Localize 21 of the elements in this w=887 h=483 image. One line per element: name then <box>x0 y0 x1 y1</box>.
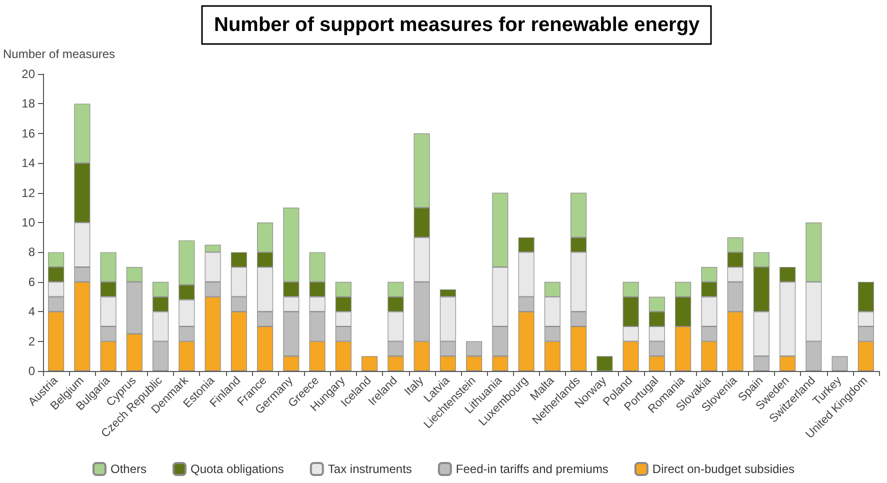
legend-label: Feed-in tariffs and premiums <box>456 462 608 476</box>
y-tick-label: 4 <box>28 304 36 319</box>
bar <box>596 356 613 371</box>
y-tick-label: 8 <box>28 245 36 260</box>
legend-label: Others <box>110 462 147 476</box>
y-tick-label: 14 <box>22 156 36 170</box>
y-tick-label: 20 <box>22 67 36 81</box>
y-tick-label: 18 <box>22 96 36 111</box>
bar <box>832 356 848 371</box>
y-tick-label: 0 <box>28 364 36 378</box>
y-tick-label: 10 <box>22 216 36 230</box>
y-tick-label: 2 <box>28 334 36 348</box>
legend-label: Tax instruments <box>328 462 412 476</box>
chart-title: Number of support measures for renewable energy <box>214 14 701 36</box>
y-tick-label: 6 <box>28 274 36 289</box>
legend-label: Direct on-budget subsidies <box>652 462 795 476</box>
y-tick-label: 12 <box>22 186 36 200</box>
y-axis-title: Number of measures <box>3 47 116 61</box>
bar <box>362 356 378 371</box>
legend-label: Quota obligations <box>190 462 284 476</box>
y-tick-label: 16 <box>22 126 36 140</box>
